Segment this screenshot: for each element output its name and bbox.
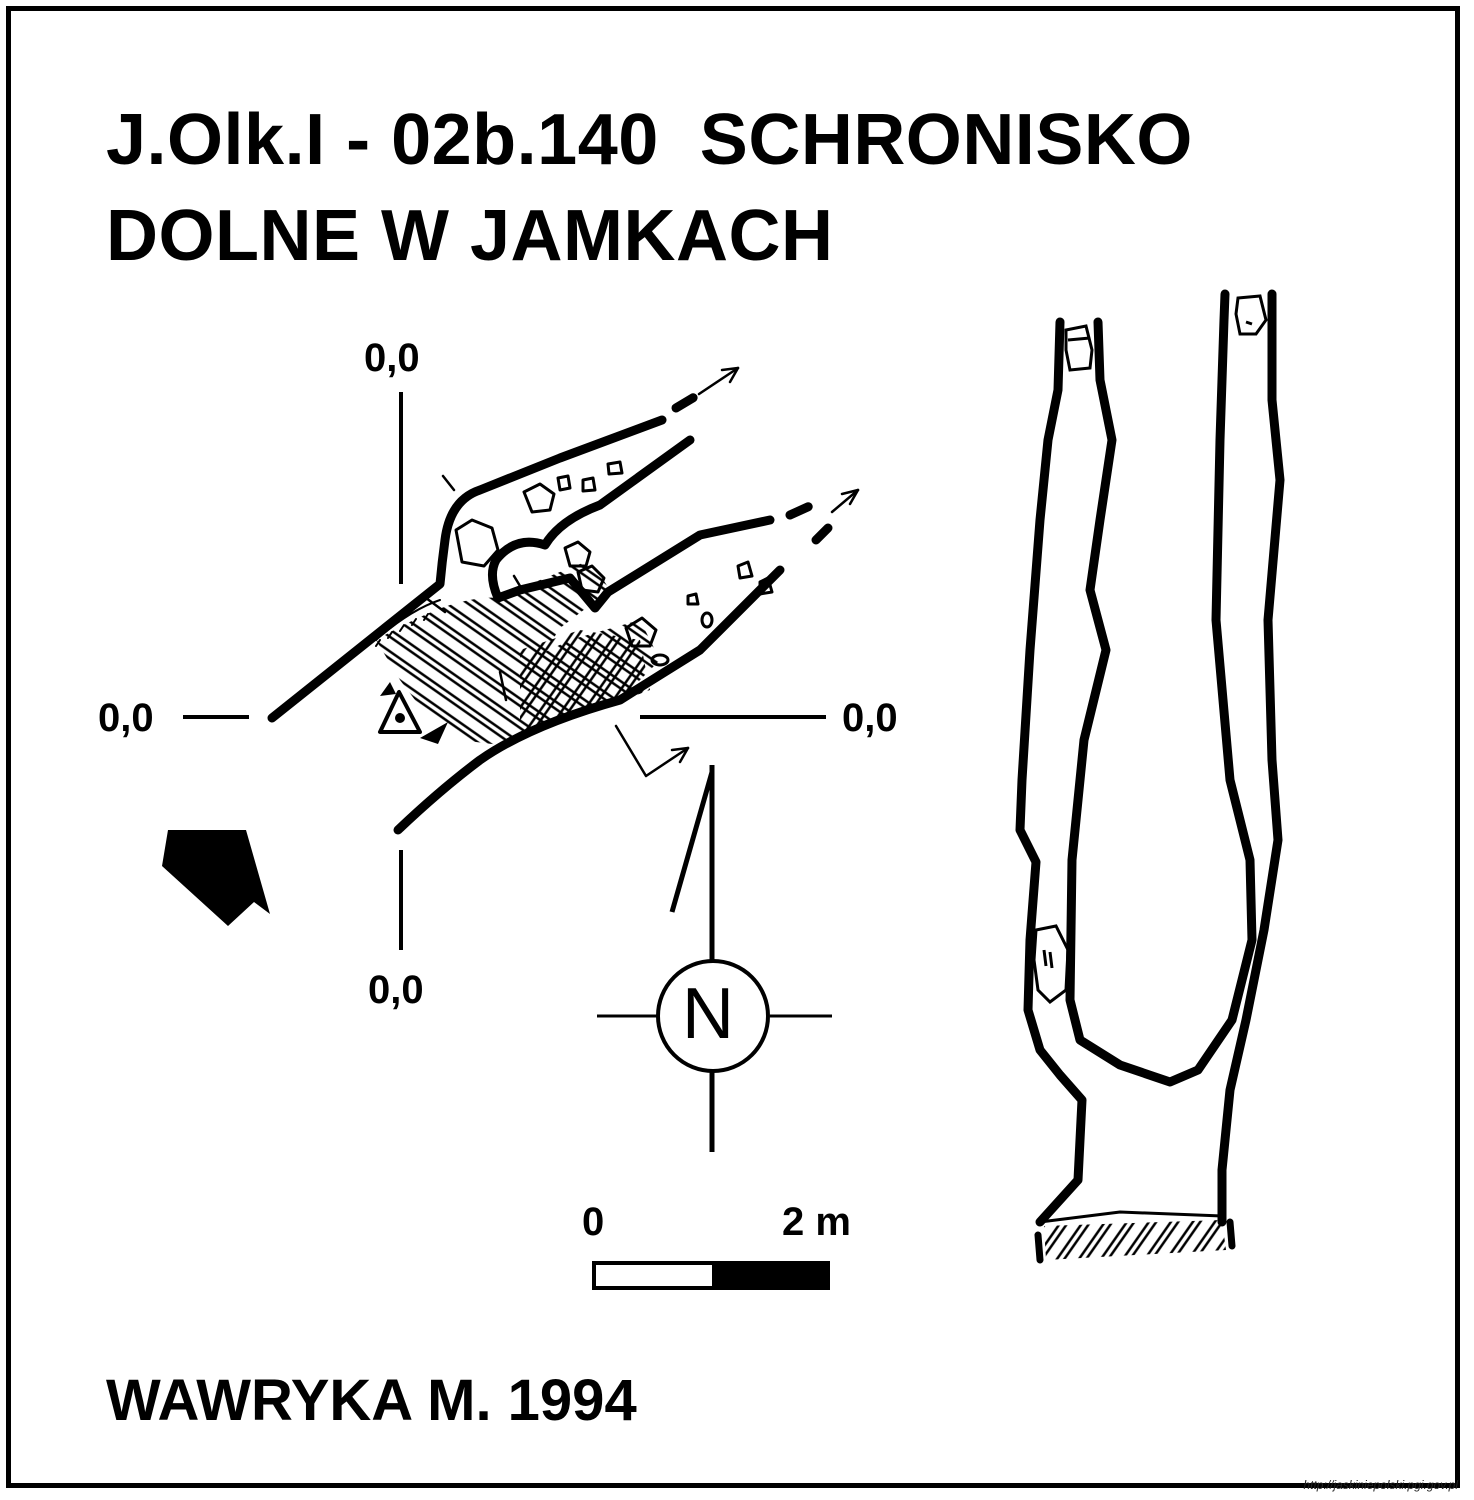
scale-label-end: 2 m bbox=[782, 1200, 851, 1244]
profile-boulders bbox=[1032, 294, 1268, 1004]
cave-profile bbox=[1015, 289, 1285, 1264]
axis-label-top: 0,0 bbox=[364, 336, 420, 380]
survey-station bbox=[378, 690, 422, 734]
map-frame bbox=[6, 6, 1460, 1488]
scale-label-start: 0 bbox=[582, 1200, 605, 1244]
entrance-arrow-icon bbox=[162, 830, 270, 926]
axis-label-left: 0,0 bbox=[98, 696, 154, 740]
boulders bbox=[454, 460, 774, 667]
scale-bar bbox=[592, 1261, 830, 1290]
map-title-line-2: DOLNE W JAMKACH bbox=[106, 196, 834, 276]
axis-label-right: 0,0 bbox=[842, 696, 898, 740]
north-letter: N bbox=[682, 974, 734, 1054]
upper-passage-walls bbox=[267, 391, 701, 723]
author-credit: WAWRYKA M. 1994 bbox=[106, 1368, 637, 1433]
cave-plan bbox=[183, 366, 860, 950]
reference-cross bbox=[183, 392, 826, 950]
profile-floor-hatch bbox=[1044, 1220, 1226, 1260]
north-arrow-icon bbox=[597, 765, 832, 1152]
source-url: http://jaskiniepolski.pgi.gov.pl bbox=[1303, 1478, 1458, 1492]
axis-label-bottom: 0,0 bbox=[368, 968, 424, 1012]
map-title-line-1: J.Olk.I - 02b.140 SCHRONISKO bbox=[106, 100, 1193, 180]
